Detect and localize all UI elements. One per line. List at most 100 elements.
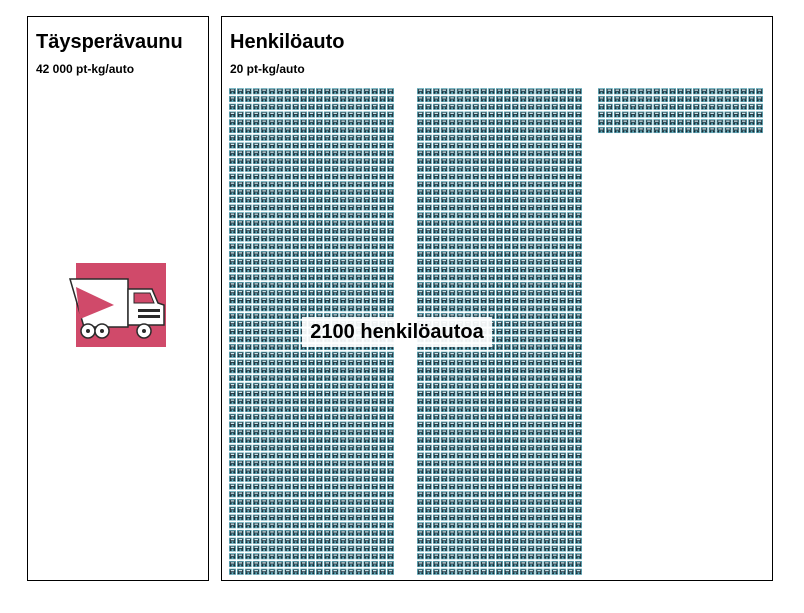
car-icon — [229, 150, 236, 157]
car-icon — [503, 537, 511, 544]
car-icon — [748, 126, 756, 134]
car-icon — [488, 227, 496, 234]
car-icon — [363, 475, 371, 482]
car-icon — [519, 367, 527, 374]
car-icon — [363, 398, 371, 405]
car-icon — [252, 305, 260, 312]
car-icon — [371, 150, 379, 157]
car-icon — [511, 460, 519, 467]
car-icon — [456, 243, 464, 250]
car-icon — [229, 134, 236, 141]
car-icon — [379, 119, 387, 126]
car-icon — [432, 537, 440, 544]
car-icon — [424, 134, 432, 141]
car-icon — [323, 436, 331, 444]
car-icon — [379, 235, 387, 242]
car-icon — [503, 297, 511, 304]
car-icon — [472, 452, 480, 459]
car-icon — [229, 328, 236, 335]
car-icon — [527, 134, 535, 141]
car-icon — [363, 274, 371, 281]
car-icon — [229, 188, 236, 196]
car-icon — [308, 452, 315, 459]
car-icon — [323, 529, 331, 537]
car-icon — [503, 196, 511, 203]
car-icon — [535, 204, 543, 211]
car-icon — [496, 351, 503, 358]
car-icon — [308, 522, 315, 529]
car-icon — [456, 467, 464, 475]
car-icon — [511, 343, 519, 351]
car-icon — [496, 390, 503, 397]
car-icon — [308, 150, 315, 157]
car-icon — [448, 491, 456, 498]
car-icon — [551, 150, 559, 157]
car-icon — [417, 111, 424, 118]
car-icon — [605, 88, 613, 95]
car-icon — [339, 475, 347, 482]
car-icon — [229, 88, 236, 95]
car-icon — [347, 452, 355, 459]
car-icon — [511, 212, 519, 219]
car-icon — [284, 181, 292, 188]
car-icon — [284, 243, 292, 250]
car-icon — [440, 157, 448, 165]
car-icon — [448, 103, 456, 110]
car-icon — [575, 95, 582, 103]
car-icon — [456, 529, 464, 537]
car-icon — [323, 204, 331, 211]
car-icon — [417, 258, 424, 265]
car-icon — [456, 103, 464, 110]
car-icon — [464, 398, 472, 405]
car-icon — [284, 467, 292, 475]
car-icon — [339, 529, 347, 537]
car-icon — [551, 491, 559, 498]
car-icon — [347, 188, 355, 196]
car-icon — [464, 475, 472, 482]
car-icon — [480, 398, 488, 405]
car-icon — [496, 173, 503, 180]
car-icon — [503, 452, 511, 459]
car-icon — [268, 328, 276, 335]
car-icon — [511, 498, 519, 506]
car-icon — [355, 522, 363, 529]
car-icon — [567, 436, 575, 444]
car-icon — [315, 227, 323, 234]
car-icon — [300, 266, 308, 273]
car-icon — [527, 421, 535, 428]
car-icon — [464, 305, 472, 312]
car-icon — [347, 181, 355, 188]
car-icon — [308, 235, 315, 242]
car-icon — [229, 95, 236, 103]
car-icon — [252, 537, 260, 544]
car-icon — [347, 111, 355, 118]
car-icon — [629, 95, 637, 103]
car-icon — [575, 429, 582, 436]
car-icon — [527, 281, 535, 289]
car-icon — [692, 95, 700, 103]
car-icon — [472, 568, 480, 575]
car-icon — [323, 297, 331, 304]
car-icon — [432, 351, 440, 358]
car-icon — [559, 188, 567, 196]
car-icon — [575, 142, 582, 149]
car-icon — [503, 374, 511, 382]
car-icon — [308, 297, 315, 304]
car-icon — [621, 119, 629, 126]
car-icon — [363, 219, 371, 227]
car-icon — [567, 553, 575, 560]
car-icon — [519, 390, 527, 397]
car-icon — [432, 142, 440, 149]
car-icon — [708, 88, 716, 95]
car-icon — [260, 150, 268, 157]
car-icon — [339, 142, 347, 149]
car-icon — [503, 150, 511, 157]
car-icon — [559, 212, 567, 219]
car-icon — [276, 491, 284, 498]
car-icon — [551, 188, 559, 196]
car-icon — [379, 351, 387, 358]
car-icon — [559, 421, 567, 428]
car-icon — [315, 103, 323, 110]
car-icon — [511, 367, 519, 374]
car-icon — [432, 545, 440, 552]
